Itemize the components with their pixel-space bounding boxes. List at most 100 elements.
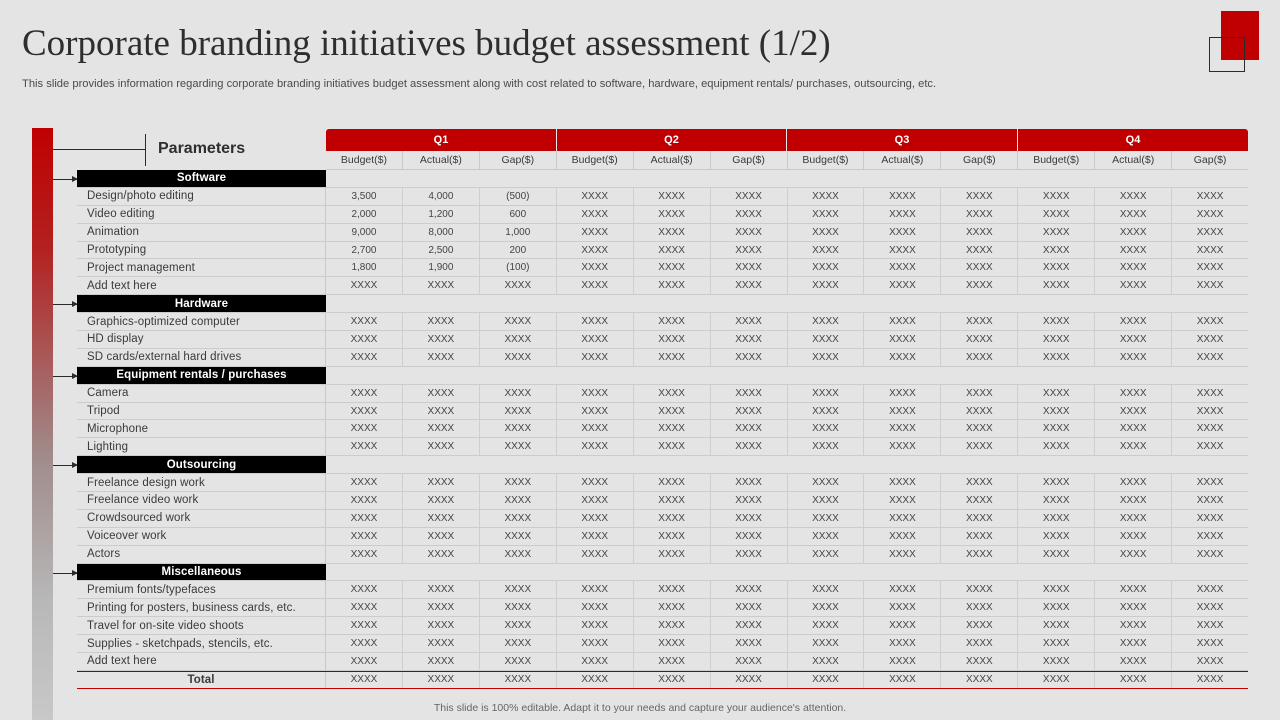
table-cell: XXXX xyxy=(941,187,1019,205)
table-cell: XXXX xyxy=(1196,512,1224,524)
table-cell: XXXX xyxy=(788,241,865,259)
table-cell: XXXX xyxy=(1196,208,1224,220)
table-cell: XXXX xyxy=(557,581,634,599)
table-cell: XXXX xyxy=(864,313,942,331)
table-cell: XXXX xyxy=(711,205,788,223)
table-cell: XXXX xyxy=(864,581,942,599)
row-label: Project management xyxy=(77,259,326,277)
table-cell: XXXX xyxy=(1018,384,1096,402)
table-row: Project management 1,800 1,900 (100) XXXX XXX… xyxy=(77,259,1248,278)
table-cell: XXXX xyxy=(326,277,403,295)
table-cell: XXXX xyxy=(1095,581,1173,599)
table-cell: XXXX xyxy=(326,617,403,635)
table-cell: XXXX xyxy=(557,599,634,617)
table-cell: 3,500 xyxy=(326,187,403,205)
table-cell: XXXX xyxy=(1196,244,1224,256)
row-label: Graphics-optimized computer xyxy=(77,313,326,331)
table-row: Video editing 2,000 1,200 600 XXXX XXXX XXXX XX… xyxy=(77,205,1248,224)
table-cell: XXXX xyxy=(1095,474,1173,492)
table-cell: XXXX xyxy=(403,402,480,420)
table-cell: XXXX xyxy=(711,617,788,635)
table-cell: XXXX xyxy=(1196,584,1224,596)
table-cell: XXXX xyxy=(1018,205,1096,223)
category-row: Equipment rentals / purchases xyxy=(77,366,1248,385)
table-cell: XXXX xyxy=(634,617,711,635)
row-label: Freelance design work xyxy=(77,474,326,492)
table-cell: XXXX xyxy=(634,420,711,438)
row-label: Voiceover work xyxy=(77,527,326,545)
arrow-right-icon xyxy=(53,462,78,469)
table-cell: XXXX xyxy=(864,241,942,259)
table-cell: XXXX xyxy=(403,331,480,348)
category-label: Equipment rentals / purchases xyxy=(77,366,326,384)
table-cell: 1,900 xyxy=(403,259,480,277)
table-cell: XXXX xyxy=(1095,492,1173,509)
arrow-right-icon xyxy=(53,175,78,182)
table-cell: XXXX xyxy=(941,527,1019,545)
sub-header-actual: Actual($) xyxy=(403,151,480,169)
table-cell: XXXX xyxy=(634,671,711,688)
table-cell: XXXX xyxy=(557,635,634,653)
table-cell: XXXX xyxy=(403,420,480,438)
sub-header-budget: Budget($) xyxy=(326,151,403,169)
row-label: Prototyping xyxy=(77,241,326,259)
table-cell: XXXX xyxy=(326,348,403,366)
table-cell: (500) xyxy=(480,187,557,205)
table-cell: XXXX xyxy=(788,545,865,563)
arrow-right-icon xyxy=(53,569,78,576)
table-cell: XXXX xyxy=(1018,420,1096,438)
table-cell: XXXX xyxy=(557,438,634,456)
table-cell: XXXX xyxy=(941,617,1019,635)
row-label: Total xyxy=(77,671,326,688)
table-cell: XXXX xyxy=(480,384,557,402)
table-cell: XXXX xyxy=(480,331,557,348)
table-cell: XXXX xyxy=(634,348,711,366)
table-cell: XXXX xyxy=(941,509,1019,527)
row-label: Lighting xyxy=(77,438,326,456)
row-label: Travel for on-site video shoots xyxy=(77,617,326,635)
table-cell: XXXX xyxy=(788,313,865,331)
table-cell: XXXX xyxy=(1095,187,1173,205)
footer-note: This slide is 100% editable. Adapt it to… xyxy=(433,702,847,714)
table-cell: XXXX xyxy=(1095,545,1173,563)
table-cell: XXXX xyxy=(1196,226,1224,238)
table-cell: XXXX xyxy=(864,223,942,241)
table-cell: XXXX xyxy=(326,581,403,599)
table-cell: XXXX xyxy=(1095,420,1173,438)
quarter-header-q4: Q4 xyxy=(1018,129,1248,151)
table-cell: XXXX xyxy=(326,402,403,420)
table-cell: XXXX xyxy=(403,653,480,670)
table-cell: XXXX xyxy=(864,348,942,366)
table-cell: (100) xyxy=(480,259,557,277)
table-cell: XXXX xyxy=(1095,653,1173,670)
table-cell: XXXX xyxy=(634,277,711,295)
table-cell: XXXX xyxy=(941,384,1019,402)
table-cell: XXXX xyxy=(326,384,403,402)
table-cell: XXXX xyxy=(326,635,403,653)
table-cell: XXXX xyxy=(788,653,865,670)
table-cell: XXXX xyxy=(403,438,480,456)
connector-line xyxy=(53,149,145,150)
table-cell: XXXX xyxy=(788,384,865,402)
row-label: Actors xyxy=(77,545,326,563)
table-row: Graphics-optimized computer XXXX XXXX XXXX X… xyxy=(77,313,1248,332)
table-cell: XXXX xyxy=(941,599,1019,617)
table-cell: XXXX xyxy=(403,671,480,688)
table-cell: XXXX xyxy=(1196,441,1224,453)
table-cell: XXXX xyxy=(941,277,1019,295)
table-cell: 8,000 xyxy=(403,223,480,241)
table-cell: 1,800 xyxy=(326,259,403,277)
table-row: Actors XXXX XXXX XXXX XXXX XXXX XXXX XXXX XXXX XX… xyxy=(77,545,1248,564)
table-cell: XXXX xyxy=(326,653,403,670)
table-row: Freelance video work XXXX XXXX XXXX XXXX XXXX… xyxy=(77,492,1248,510)
table-cell: XXXX xyxy=(1095,671,1173,688)
table-cell: XXXX xyxy=(480,348,557,366)
table-cell: XXXX xyxy=(941,241,1019,259)
category-row: Hardware xyxy=(77,295,1248,314)
sub-header-gap: Gap($) xyxy=(1193,154,1227,166)
table-cell: XXXX xyxy=(1196,280,1224,292)
table-cell: XXXX xyxy=(634,205,711,223)
table-cell: XXXX xyxy=(326,545,403,563)
table-cell: XXXX xyxy=(711,474,788,492)
table-cell: 2,500 xyxy=(403,241,480,259)
